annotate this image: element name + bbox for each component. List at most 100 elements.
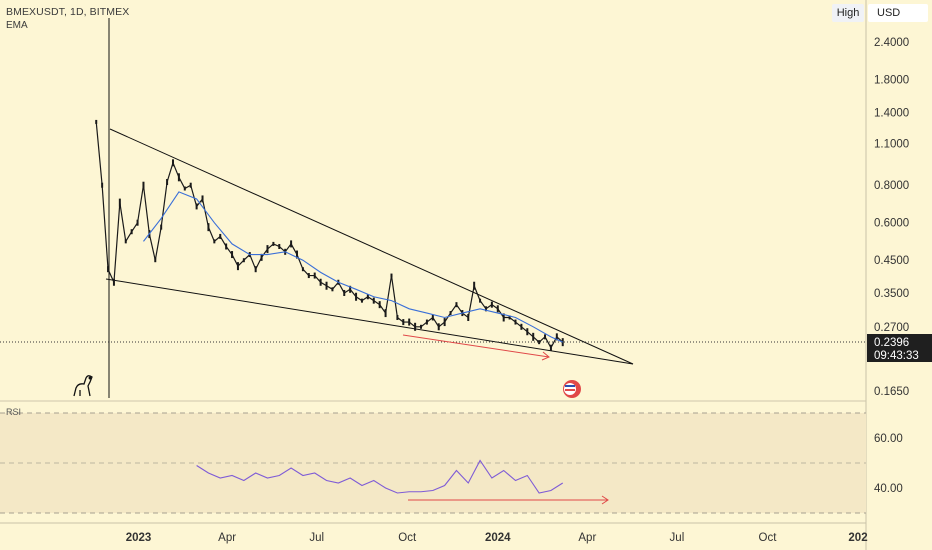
price-candle <box>549 344 552 351</box>
price-tick-label: 0.4500 <box>874 255 909 267</box>
time-tick-label: 2023 <box>126 532 152 544</box>
price-candle <box>443 318 446 327</box>
time-tick-label: Jul <box>309 532 324 544</box>
time-tick-label: Jul <box>670 532 685 544</box>
price-axis[interactable]: 2.4000 1.8000 1.4000 1.1000 0.8000 0.6000 0.45… <box>874 37 909 398</box>
time-tick-label: Oct <box>398 532 417 544</box>
price-candle <box>183 186 186 191</box>
price-tick-label: 0.8000 <box>874 180 909 192</box>
price-candle <box>384 309 387 318</box>
price-candle <box>272 241 275 246</box>
price-candle <box>538 340 541 345</box>
price-candle <box>166 178 169 185</box>
rsi-title: RSI <box>6 407 21 417</box>
price-candle <box>171 159 174 167</box>
price-candle <box>378 301 381 309</box>
price-candle <box>449 311 452 316</box>
time-tick-label: Apr <box>578 532 596 544</box>
time-axis[interactable]: 2023 Apr Jul Oct 2024 Apr Jul Oct 202 <box>126 532 868 544</box>
price-candle <box>154 258 157 263</box>
price-candle <box>544 334 547 340</box>
ema-indicator-label[interactable]: EMA <box>6 20 28 31</box>
price-candle <box>425 319 428 325</box>
price-candle <box>254 266 257 273</box>
price-divergence-arrow <box>402 334 550 358</box>
rsi-line <box>196 459 564 494</box>
price-candle <box>349 285 352 293</box>
price-candle <box>101 182 104 188</box>
price-candle <box>142 181 145 189</box>
price-candle <box>473 281 476 290</box>
ema-line <box>143 191 563 343</box>
high-button[interactable]: High <box>832 4 864 22</box>
price-candle <box>355 292 358 301</box>
dinosaur-logo-icon <box>73 375 93 397</box>
price-candle <box>526 328 529 336</box>
price-candle <box>130 229 133 235</box>
price-candle <box>508 315 511 320</box>
rsi-tick-label: 60.00 <box>874 433 903 445</box>
price-candle <box>372 297 375 304</box>
price-candle <box>319 278 322 286</box>
price-candle <box>360 298 363 303</box>
price-tick-label: 2.4000 <box>874 37 909 49</box>
price-candle <box>124 239 127 244</box>
wedge-upper-line <box>109 128 634 365</box>
price-candle <box>160 224 163 230</box>
price-axis-background <box>866 0 932 550</box>
price-candle <box>95 119 98 124</box>
price-candle <box>467 313 470 321</box>
price-candle <box>260 253 263 261</box>
price-candle <box>502 313 505 322</box>
price-candle <box>296 250 299 259</box>
price-candle <box>112 278 115 286</box>
price-candle <box>177 173 180 182</box>
price-candle <box>231 251 234 259</box>
price-candle <box>301 267 304 272</box>
currency-button[interactable]: USD <box>868 4 928 22</box>
current-price-value: 0.2396 <box>874 337 909 349</box>
rsi-axis[interactable]: 60.00 40.00 <box>874 433 903 495</box>
price-candle <box>490 301 493 308</box>
price-candle <box>366 294 369 300</box>
price-tick-label: 1.4000 <box>874 107 909 119</box>
price-candle <box>414 322 417 331</box>
price-candle <box>408 318 411 326</box>
price-candle <box>479 298 482 303</box>
price-candle <box>555 333 558 341</box>
price-tick-label: 1.8000 <box>874 75 909 87</box>
price-candle <box>266 245 269 254</box>
price-candle <box>313 272 316 279</box>
price-candle <box>396 314 399 320</box>
time-tick-label: Apr <box>218 532 236 544</box>
price-candle <box>307 273 310 279</box>
price-tick-label: 1.1000 <box>874 139 909 151</box>
us-flag-event-icon[interactable] <box>563 380 581 398</box>
rsi-series <box>196 459 564 494</box>
price-divergence-arrowhead <box>541 351 550 361</box>
price-tick-label: 0.3500 <box>874 288 909 300</box>
price-candle <box>213 239 216 244</box>
time-tick-label: 202 <box>848 532 867 544</box>
price-candle <box>343 289 346 296</box>
price-candle <box>278 243 281 249</box>
price-candle <box>514 319 517 325</box>
rsi-tick-label: 40.00 <box>874 483 903 495</box>
current-price-tag: 0.2396 09:43:33 <box>867 334 932 362</box>
price-candle <box>390 273 393 278</box>
price-candle <box>118 198 121 207</box>
price-candle <box>331 287 334 292</box>
price-candle <box>484 306 487 312</box>
price-candle <box>496 305 499 313</box>
price-candle <box>290 240 293 248</box>
time-tick-label: 2024 <box>485 532 511 544</box>
price-candle <box>325 281 328 290</box>
time-tick-label: Oct <box>759 532 778 544</box>
symbol-title[interactable]: BMEXUSDT, 1D, BITMEX <box>6 6 130 18</box>
price-candle <box>455 302 458 308</box>
rsi-divergence-arrowhead <box>601 495 609 505</box>
price-candle <box>107 266 110 273</box>
price-candle <box>431 314 434 321</box>
wedge-lower-line <box>105 278 634 365</box>
